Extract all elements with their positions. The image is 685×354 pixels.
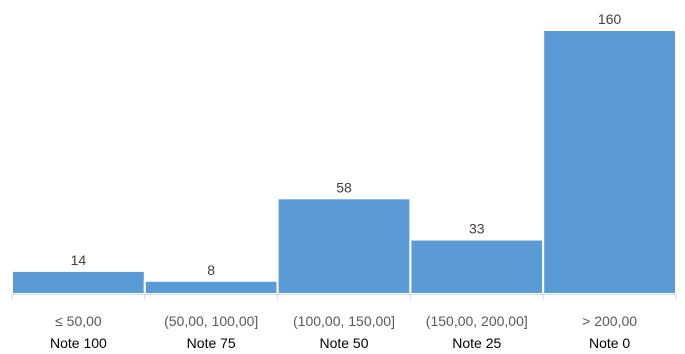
category-labels-group: ≤ 50,00 (50,00, 100,00] (100,00, 150,00] (1…: [55, 313, 637, 329]
value-label-3: 58: [336, 179, 352, 195]
category-label-4: (150,00, 200,00]: [426, 313, 528, 329]
value-label-4: 33: [469, 221, 485, 237]
value-label-5: 160: [598, 11, 622, 27]
note-label-1: Note 100: [50, 335, 107, 351]
note-label-3: Note 50: [319, 335, 368, 351]
category-label-2: (50,00, 100,00]: [164, 313, 258, 329]
bar-3: [276, 197, 412, 295]
value-label-1: 14: [71, 252, 87, 268]
bar-5: [542, 29, 678, 295]
category-label-5: > 200,00: [582, 313, 637, 329]
bar-2: [143, 279, 279, 295]
note-labels-group: Note 100 Note 75 Note 50 Note 25 Note 0: [50, 335, 630, 351]
bars-group: [11, 29, 678, 296]
value-label-2: 8: [207, 262, 215, 278]
category-label-3: (100,00, 150,00]: [293, 313, 395, 329]
category-label-1: ≤ 50,00: [55, 313, 102, 329]
bar-4: [409, 238, 545, 296]
note-label-4: Note 25: [452, 335, 501, 351]
note-label-2: Note 75: [187, 335, 236, 351]
note-label-5: Note 0: [589, 335, 630, 351]
x-axis-ticks-group: [11, 294, 677, 300]
bar-1: [11, 269, 146, 295]
value-labels-group: 14 8 58 33 160: [71, 11, 622, 278]
